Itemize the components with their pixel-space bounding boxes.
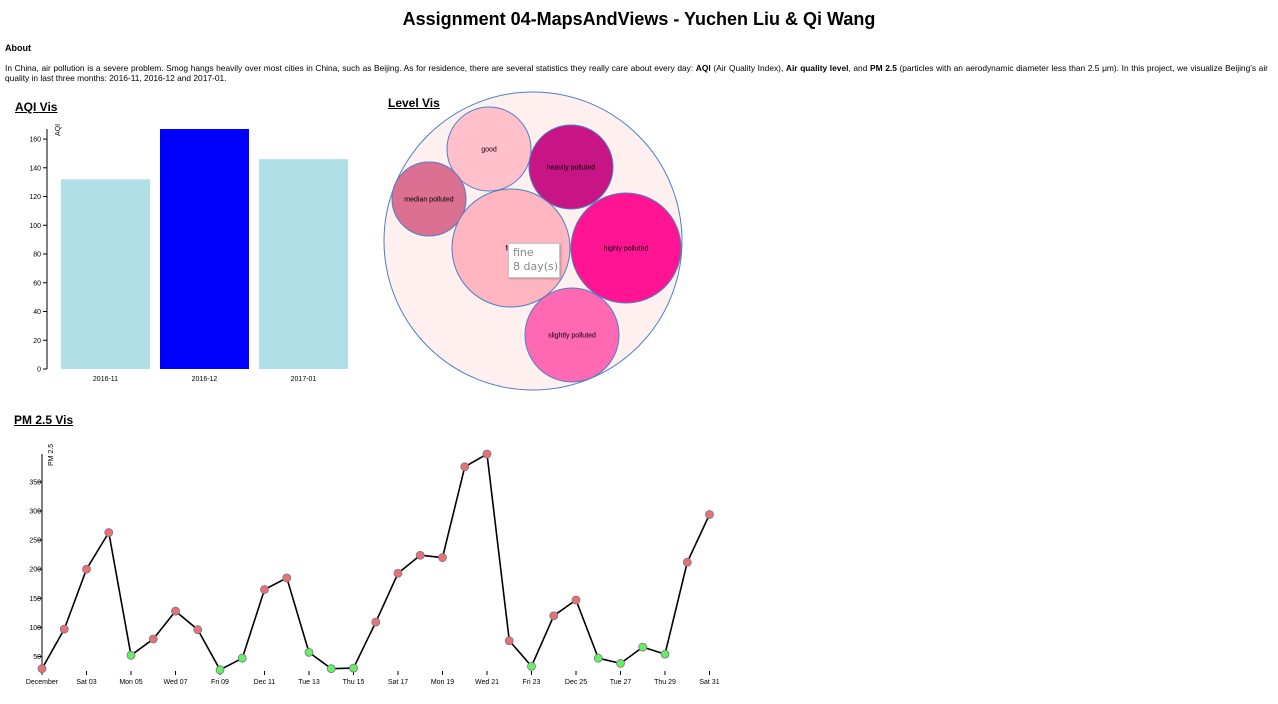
pm25-vis-title: PM 2.5 Vis	[14, 413, 74, 427]
pm-data-point	[393, 568, 403, 578]
pm-x-tick-label: Mon 05	[119, 679, 142, 686]
pm-data-point	[59, 624, 69, 634]
tooltip-value: 8 day(s)	[513, 260, 559, 273]
aqi-y-tick-label: 20	[33, 338, 41, 345]
pm25-line-chart: 50 100 150 200 250 300 350 PM 2.5 December Sat 03…	[26, 444, 720, 686]
pm-data-point	[705, 510, 714, 519]
aqi-y-tick-label: 60	[33, 280, 41, 287]
level-bubble-label: median polluted	[404, 197, 454, 204]
about-heading: About	[5, 43, 31, 53]
tooltip: fine 8 day(s)	[508, 243, 560, 278]
pm-data-point	[237, 653, 247, 663]
aqi-y-tick-label: 120	[29, 194, 41, 201]
pm-x-tick-label: Sat 31	[699, 679, 719, 686]
pm-x-tick-label: Thu 29	[654, 679, 676, 686]
pm-data-point	[326, 664, 336, 674]
pm-data-point	[527, 661, 536, 671]
level-vis-title: Level Vis	[388, 96, 440, 110]
pm-data-point	[37, 664, 47, 674]
pm-x-tick-label: Wed 07	[164, 679, 188, 686]
pm-data-point	[549, 611, 559, 621]
level-bubble	[391, 161, 467, 237]
level-bubble	[528, 124, 614, 210]
pm-x-tick-label: Sat 03	[76, 679, 96, 686]
aqi-y-axis-label: AQI	[55, 124, 62, 136]
pm-data-point	[460, 462, 470, 472]
pm-y-tick-label: 50	[33, 654, 41, 661]
pm-data-point	[638, 642, 648, 652]
aqi-y-tick-label: 140	[29, 165, 41, 172]
pm-data-point	[82, 564, 91, 574]
pm-y-axis-label: PM 2.5	[48, 444, 55, 466]
level-bubble-label: slightly polluted	[548, 333, 596, 340]
pm-y-tick-label: 350	[29, 479, 41, 486]
pm-data-point	[282, 573, 292, 583]
pm-data-point	[349, 663, 358, 673]
pm-x-tick-label: December	[26, 679, 59, 686]
pm-x-tick-label: Dec 11	[254, 679, 276, 686]
pm-data-point	[371, 617, 381, 627]
pm-data-point	[504, 636, 514, 646]
pm-data-point	[482, 449, 492, 459]
pm-data-point	[126, 650, 136, 660]
aqi-bar	[259, 159, 348, 369]
pm-data-point	[304, 647, 314, 657]
aqi-y-tick-label: 160	[29, 137, 41, 144]
pm-data-point	[215, 665, 225, 675]
pm-x-tick-label: Tue 13	[298, 679, 320, 686]
level-bubble	[524, 287, 620, 383]
pm-y-tick-label: 150	[29, 596, 41, 603]
pm-data-point	[415, 550, 425, 560]
aqi-y-tick-label: 0	[37, 367, 41, 374]
aqi-x-tick-label: 2016-12	[192, 376, 218, 383]
pm-y-tick-label: 300	[29, 509, 41, 516]
level-bubble-label: good	[481, 147, 497, 154]
pm-data-point	[148, 634, 158, 644]
aqi-x-tick-label: 2017-01	[291, 376, 317, 383]
pm-x-tick-label: Thu 15	[343, 679, 365, 686]
pm-data-point	[438, 553, 447, 562]
pm-y-tick-label: 250	[29, 538, 41, 545]
level-bubble-label: heavily polluted	[547, 165, 595, 172]
aqi-y-tick-label: 40	[33, 309, 41, 316]
pm-y-tick-label: 200	[29, 567, 41, 574]
pm-x-tick-label: Fri 09	[211, 679, 229, 686]
pm-series-line	[41, 452, 711, 671]
pm-x-tick-label: Fri 23	[523, 679, 541, 686]
aqi-x-tick-label: 2016-11	[93, 376, 118, 383]
pm-x-tick-label: Tue 27	[610, 679, 632, 686]
pm-y-tick-label: 100	[29, 625, 41, 632]
pm-data-point	[260, 585, 269, 594]
level-bubble	[570, 192, 682, 304]
pm-data-point	[682, 557, 692, 567]
pm-data-point	[616, 659, 625, 668]
pm-data-point	[571, 595, 581, 605]
pm-data-point	[104, 528, 114, 537]
aqi-bar	[160, 129, 249, 369]
page-title: Assignment 04-MapsAndViews - Yuchen Liu …	[402, 9, 876, 29]
pm-data-point	[593, 653, 603, 663]
aqi-y-tick-label: 80	[33, 252, 41, 259]
pm-data-point	[660, 649, 670, 659]
tooltip-title: fine	[513, 246, 534, 259]
pm-x-tick-label: Dec 25	[565, 679, 587, 686]
pm-x-tick-label: Sat 17	[388, 679, 408, 686]
pm-data-point	[193, 625, 203, 635]
aqi-bar	[61, 179, 150, 369]
level-bubble	[446, 106, 532, 192]
level-bubble-label: highly polluted	[604, 246, 649, 253]
pm-x-tick-label: Wed 21	[475, 679, 499, 686]
pm-x-tick-label: Mon 19	[431, 679, 454, 686]
aqi-y-tick-label: 100	[29, 223, 41, 230]
pm-data-point	[171, 606, 180, 616]
aqi-vis-title: AQI Vis	[15, 100, 58, 114]
about-text: In China, air pollution is a severe prob…	[5, 63, 1268, 83]
aqi-bar-chart: 0 20 40 60 80 100 120 140 160 AQI 2016-11 2016-12 20…	[29, 124, 348, 383]
